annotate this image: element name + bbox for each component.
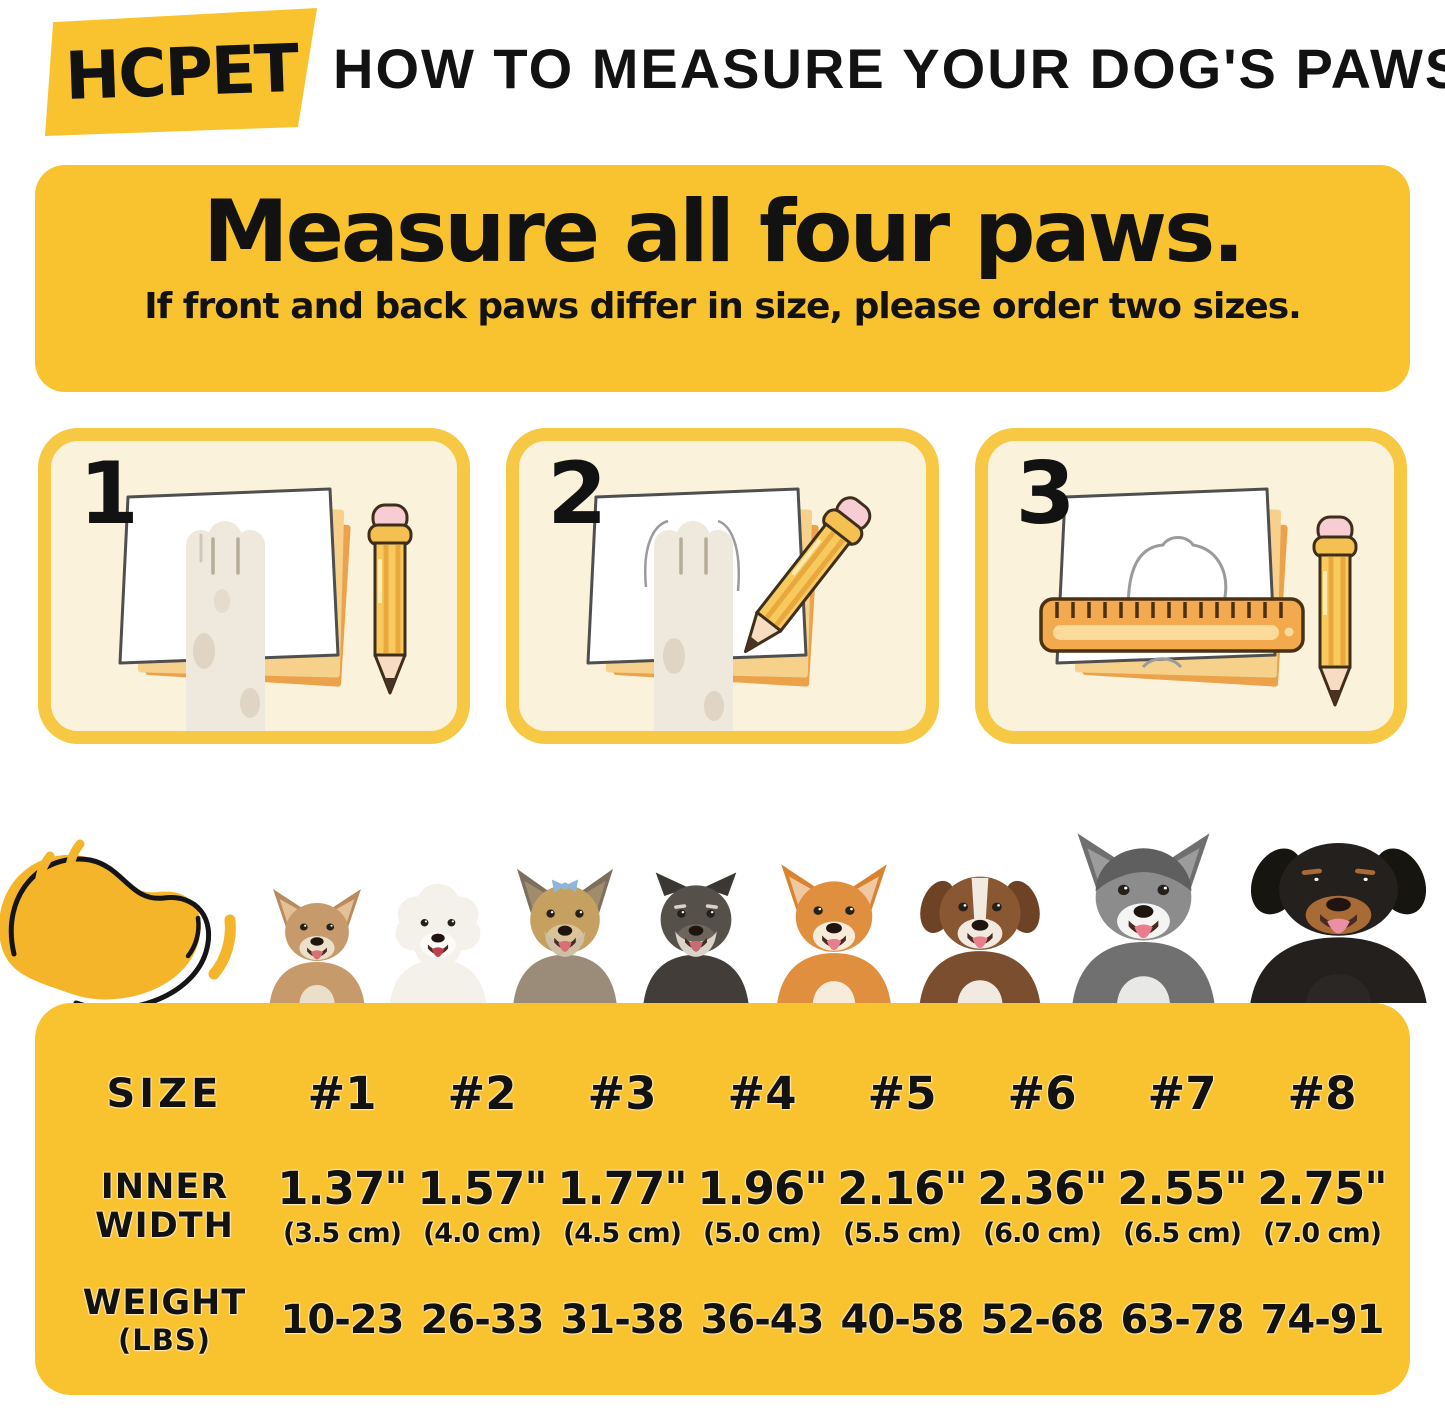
weight-cell: 40-58: [840, 1297, 965, 1344]
inner-width-row: INNER WIDTH 1.37" (3.5 cm) 1.57" (4.0 cm) …: [57, 1150, 1392, 1263]
dog-photo-chihuahua: [269, 889, 365, 1003]
paw-on-paper-illustration: [118, 487, 413, 731]
weight-row-header: WEIGHT (LBS): [82, 1283, 247, 1357]
weight-cell: 26-33: [420, 1297, 545, 1344]
swoosh-doodle: [0, 839, 236, 1012]
inner-width-cell: 2.75" (7.0 cm): [1257, 1162, 1387, 1249]
banner-heading: Measure all four paws.: [203, 182, 1245, 282]
dog-photo-yorkshire-terrier: [513, 868, 617, 1003]
step-card-1: 1: [38, 428, 471, 744]
inner-width-cell: 2.36" (6.0 cm): [977, 1162, 1107, 1249]
inner-width-cell: 1.37" (3.5 cm): [277, 1162, 407, 1249]
weight-cell: 10-23: [280, 1297, 405, 1344]
dog-photo-rottweiler: [1250, 843, 1427, 1003]
size-row-header: SIZE: [106, 1070, 223, 1117]
dog-photo-bichon-frise: [390, 883, 487, 1003]
measuring-steps: 1: [38, 428, 1407, 744]
size-cell: #2: [447, 1067, 517, 1121]
brand-logo-text: HCPET: [63, 29, 299, 115]
dog-photo-australian-shepherd: [919, 876, 1041, 1003]
weight-cell: 36-43: [700, 1297, 825, 1344]
step-2-number: 2: [547, 444, 608, 544]
dog-photo-miniature-schnauzer: [643, 872, 749, 1003]
paw-tracing-illustration: [586, 487, 872, 731]
dog-photos-row: [262, 802, 1441, 1003]
inner-width-cell: 1.77" (4.5 cm): [557, 1162, 687, 1249]
weight-cell: 52-68: [980, 1297, 1105, 1344]
weight-row: WEIGHT (LBS) 10-23 26-33 31-38 36-43 40-…: [57, 1264, 1392, 1377]
inner-width-cell: 1.96" (5.0 cm): [697, 1162, 827, 1249]
inner-width-cell: 1.57" (4.0 cm): [417, 1162, 547, 1249]
inner-width-cell: 2.55" (6.5 cm): [1117, 1162, 1247, 1249]
inner-width-row-header: INNER WIDTH: [95, 1167, 234, 1246]
size-row: SIZE #1 #2 #3 #4 #5 #6 #7 #8: [57, 1037, 1392, 1150]
size-cell: #5: [867, 1067, 937, 1121]
inner-width-cell: 2.16" (5.5 cm): [837, 1162, 967, 1249]
step-3-number: 3: [1015, 444, 1076, 544]
banner-subheading: If front and back paws differ in size, p…: [144, 286, 1302, 328]
brand-logo: HCPET: [45, 8, 317, 136]
step-card-2: 2: [506, 428, 939, 744]
weight-cell: 63-78: [1120, 1297, 1245, 1344]
paw-measuring-illustration: [1039, 487, 1358, 707]
step-card-3: 3: [974, 428, 1407, 744]
dog-photo-shiba-inu: [776, 864, 891, 1003]
size-cell: #8: [1287, 1067, 1357, 1121]
dog-photo-alaskan-malamute: [1072, 833, 1214, 1003]
page-title: HOW TO MEASURE YOUR DOG'S PAWS: [333, 37, 1445, 100]
weight-cell: 74-91: [1260, 1297, 1385, 1344]
weight-cell: 31-38: [560, 1297, 685, 1344]
step-1-number: 1: [79, 444, 139, 544]
size-cell: #3: [587, 1067, 657, 1121]
size-cell: #7: [1147, 1067, 1217, 1121]
size-cell: #6: [1007, 1067, 1077, 1121]
size-cell: #4: [727, 1067, 797, 1121]
measure-banner: Measure all four paws. If front and back…: [35, 165, 1410, 392]
size-cell: #1: [307, 1067, 377, 1121]
size-chart-table: SIZE #1 #2 #3 #4 #5 #6 #7 #8 INNER WIDTH…: [35, 1003, 1410, 1395]
